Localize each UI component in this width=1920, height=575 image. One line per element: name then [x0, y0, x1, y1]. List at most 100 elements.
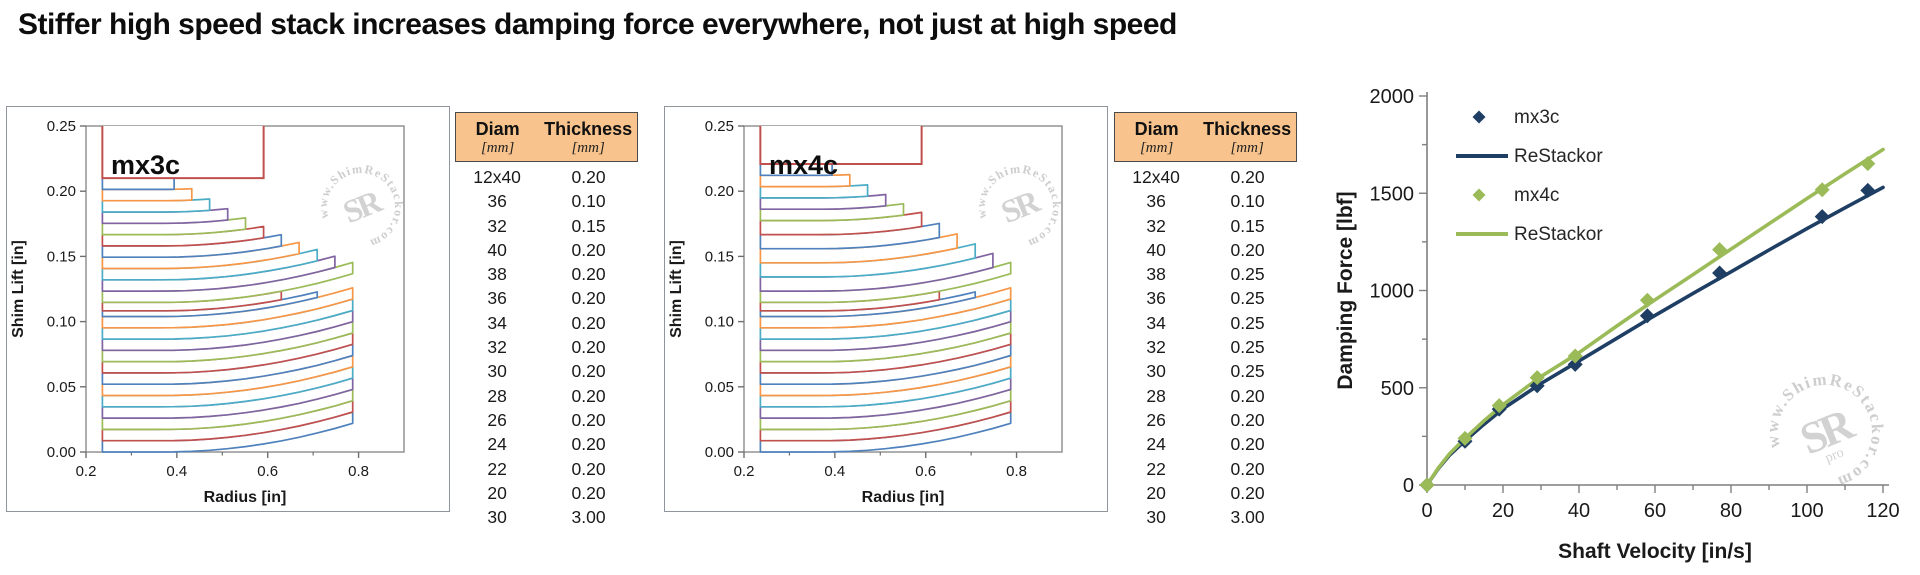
tick-label: 0 — [1421, 500, 1432, 522]
table-header: Diam Thickness [mm] [mm] — [1114, 112, 1297, 162]
tick-label: 40 — [1568, 500, 1590, 522]
column-header: Diam — [475, 119, 520, 139]
diam-value: 26 — [1146, 409, 1166, 430]
thickness-value: 0.20 — [571, 167, 606, 187]
table-row: 26 0.20 — [455, 408, 638, 432]
tick-label: 0.6 — [257, 463, 278, 480]
thickness-value: 0.20 — [571, 239, 606, 260]
series-line-ReStackor-mx4c — [1425, 147, 1885, 487]
data-point-diamond — [1712, 265, 1728, 281]
diam-value: 26 — [487, 409, 507, 430]
diam-value: 20 — [1146, 482, 1166, 503]
thickness-value: 0.20 — [571, 312, 606, 333]
table-row: 12x40 0.20 — [1114, 165, 1297, 189]
table-body: 12x40 0.20 36 0.10 32 0.15 40 0.20 38 0.20 36 0.20 3… — [455, 162, 638, 529]
data-point-diamond — [1639, 292, 1655, 308]
shim-chart-mx3c: 0.00 0.05 0.10 0.15 0.20 0.25 0.2 0.4 0.6 0.8 Radi… — [10, 118, 420, 506]
watermark-pro-text: pro — [1823, 444, 1846, 466]
table-row: 30 3.00 — [1114, 505, 1297, 529]
tick-label: 0.15 — [705, 248, 734, 265]
table-row: 40 0.20 — [1114, 238, 1297, 262]
thickness-value: 0.10 — [1230, 191, 1265, 212]
table-row: 36 0.10 — [455, 189, 638, 213]
diam-value: 38 — [1146, 264, 1166, 285]
shim-table-mx3c: Diam Thickness [mm] [mm] 12x40 0.20 36 0.10 32 0.… — [455, 112, 638, 529]
tick-label: 0.00 — [705, 444, 734, 461]
diam-value: 12x40 — [473, 167, 521, 187]
tick-label: 0.20 — [47, 183, 76, 200]
tick-label: 0.10 — [47, 314, 76, 331]
table-row: 36 0.10 — [1114, 189, 1297, 213]
table-row: 24 0.20 — [1114, 432, 1297, 456]
thickness-value: 0.25 — [1230, 264, 1265, 285]
axes: 0 500 1000 1500 2000 0 20 40 60 80 100 120 — [1370, 86, 1900, 522]
thickness-value: 0.20 — [571, 458, 606, 479]
data-point-diamond — [1814, 182, 1830, 198]
x-axis-title: Radius [in] — [862, 489, 945, 506]
thickness-value: 0.25 — [1230, 337, 1265, 358]
chart-label: mx3c — [111, 150, 180, 180]
thickness-value: 0.20 — [1230, 409, 1265, 430]
table-row: 20 0.20 — [1114, 481, 1297, 505]
tick-label: 0.05 — [47, 379, 76, 396]
diam-value: 40 — [1146, 239, 1166, 260]
diam-value: 20 — [487, 482, 507, 503]
x-axis: 0.2 0.4 0.6 0.8 — [734, 452, 1027, 480]
diam-value: 30 — [487, 361, 507, 382]
thickness-value: 0.20 — [571, 264, 606, 285]
watermark-monogram: SR — [338, 182, 388, 230]
table-row: 36 0.20 — [455, 286, 638, 310]
tick-label: 0.15 — [47, 248, 76, 265]
thickness-value: 0.20 — [1230, 434, 1265, 455]
diam-value: 32 — [487, 215, 507, 236]
x-axis-title: Shaft Velocity [in/s] — [1558, 540, 1752, 563]
table-row: 38 0.25 — [1114, 262, 1297, 286]
page-title: Stiffer high speed stack increases dampi… — [18, 8, 1177, 41]
thickness-value: 0.25 — [1230, 361, 1265, 382]
y-axis-title: Shim Lift [in] — [10, 240, 27, 338]
diam-value: 36 — [1146, 288, 1166, 309]
y-axis: 0.00 0.05 0.10 0.15 0.20 0.25 — [705, 118, 744, 461]
backing-plate-outline — [101, 126, 265, 180]
tick-label: 80 — [1720, 500, 1742, 522]
backing-plate-outline — [759, 126, 923, 165]
tick-label: 500 — [1381, 378, 1414, 400]
table-row: 20 0.20 — [455, 481, 638, 505]
tick-label: 1500 — [1370, 183, 1415, 205]
thickness-value: 0.20 — [571, 337, 606, 358]
y-axis: 0.00 0.05 0.10 0.15 0.20 0.25 — [47, 118, 86, 461]
tick-label: 0.10 — [705, 314, 734, 331]
thickness-value: 0.20 — [1230, 239, 1265, 260]
diam-value: 22 — [487, 458, 507, 479]
diam-value: 22 — [1146, 458, 1166, 479]
data-point-diamond — [1567, 348, 1583, 364]
shim-outline — [101, 187, 193, 202]
diam-value: 36 — [1146, 191, 1166, 212]
data-point-diamond — [1491, 398, 1507, 414]
shim-stack — [759, 163, 1012, 453]
thickness-value: 0.20 — [571, 385, 606, 406]
y-axis-title: Damping Force [lbf] — [1334, 191, 1357, 389]
table-row: 32 0.20 — [455, 335, 638, 359]
diam-value: 28 — [1146, 385, 1166, 406]
thickness-value: 0.25 — [1230, 312, 1265, 333]
table-row: 34 0.25 — [1114, 311, 1297, 335]
tick-label: 0.20 — [705, 183, 734, 200]
table-row: 36 0.25 — [1114, 286, 1297, 310]
tick-label: 100 — [1790, 500, 1823, 522]
diam-value: 30 — [1146, 361, 1166, 382]
tick-label: 20 — [1492, 500, 1514, 522]
thickness-value: 0.20 — [571, 409, 606, 430]
legend-label: mx4c — [1514, 185, 1559, 206]
y-axis-title: Shim Lift [in] — [668, 240, 685, 338]
diam-value: 30 — [1146, 507, 1166, 528]
x-axis-title: Radius [in] — [204, 489, 287, 506]
tick-label: 0.25 — [705, 118, 734, 135]
series-markers-mx4c — [1419, 156, 1876, 493]
data-point-diamond — [1814, 209, 1830, 225]
diam-value: 36 — [487, 288, 507, 309]
thickness-value: 0.20 — [571, 482, 606, 503]
table-header: Diam Thickness [mm] [mm] — [455, 112, 638, 162]
